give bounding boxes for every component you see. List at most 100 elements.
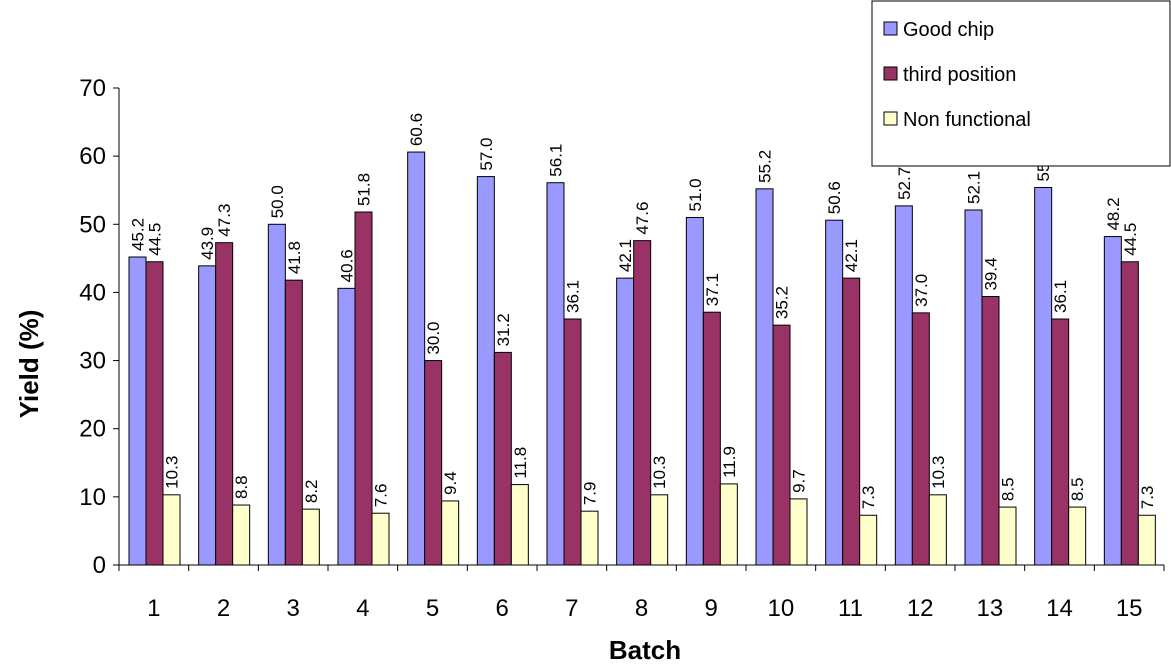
- bar-data-label: 37.0: [912, 274, 931, 307]
- bar-data-label: 50.6: [825, 181, 844, 214]
- legend-swatch: [883, 21, 898, 36]
- bar-data-label: 37.1: [703, 273, 722, 306]
- bar-data-label: 42.1: [842, 239, 861, 272]
- legend-box: [871, 0, 1171, 167]
- x-tick-label: 9: [704, 595, 717, 622]
- bar-data-label: 31.2: [494, 313, 513, 346]
- bar: [407, 151, 426, 566]
- bar: [981, 296, 1000, 566]
- bar-data-label: 44.5: [1121, 223, 1140, 256]
- bar-data-label: 60.6: [407, 113, 426, 146]
- bar: [493, 351, 512, 566]
- x-tick-label: 15: [1116, 595, 1143, 622]
- bar: [1120, 261, 1139, 566]
- bar-data-label: 7.3: [1138, 486, 1157, 510]
- bar-data-label: 47.6: [633, 202, 652, 235]
- bar: [928, 494, 947, 566]
- bar: [546, 182, 565, 566]
- legend-label: Good chip: [903, 19, 994, 41]
- bar-data-label: 40.6: [338, 249, 357, 282]
- bar-data-label: 42.1: [616, 239, 635, 272]
- x-tick-label: 11: [838, 595, 863, 622]
- bar: [702, 311, 721, 566]
- bar: [825, 219, 844, 566]
- bar: [162, 494, 181, 566]
- bar: [650, 494, 669, 566]
- bar-data-label: 36.1: [564, 280, 583, 313]
- bars: [128, 151, 1156, 566]
- legend-label: Non functional: [903, 109, 1031, 131]
- bar-data-label: 10.3: [929, 456, 948, 489]
- bar: [145, 261, 164, 566]
- bar-data-label: 8.5: [999, 477, 1018, 501]
- bar: [964, 209, 983, 566]
- x-tick-label: 5: [426, 595, 439, 622]
- bar: [441, 500, 460, 566]
- bar-data-label: 48.2: [1104, 197, 1123, 230]
- bar: [616, 277, 635, 566]
- bar: [580, 510, 599, 566]
- bar-data-label: 55.2: [756, 150, 775, 183]
- bar: [755, 188, 774, 566]
- y-tick-label: 40: [79, 279, 106, 306]
- bar: [789, 498, 808, 566]
- bar-data-labels: 45.244.510.343.947.38.850.041.88.240.651…: [129, 113, 1157, 509]
- bar-data-label: 35.2: [773, 286, 792, 319]
- bar-data-label: 8.8: [232, 475, 251, 499]
- bar-data-label: 10.3: [650, 456, 669, 489]
- bar-data-label: 11.9: [720, 446, 739, 478]
- y-tick-label: 30: [79, 348, 106, 375]
- bar: [232, 504, 251, 566]
- bar: [859, 514, 878, 566]
- bar-data-label: 47.3: [215, 204, 234, 237]
- bar: [772, 324, 791, 566]
- bar-data-label: 10.3: [163, 456, 182, 489]
- bar-data-label: 9.4: [441, 471, 460, 495]
- x-tick-label: 10: [767, 595, 794, 622]
- y-tick-label: 0: [93, 552, 106, 579]
- x-axis-title: Batch: [609, 635, 681, 665]
- bar: [354, 211, 373, 566]
- bar: [894, 205, 913, 566]
- bar-data-label: 8.2: [302, 479, 321, 503]
- bar: [911, 312, 930, 566]
- x-tick-label: 13: [976, 595, 1003, 622]
- bar-data-label: 41.8: [285, 241, 304, 274]
- bar-data-label: 52.1: [965, 171, 984, 204]
- bar: [198, 265, 217, 566]
- bar: [371, 512, 390, 566]
- bar: [1103, 236, 1122, 566]
- bar: [337, 287, 356, 566]
- x-tick-label: 14: [1046, 595, 1073, 622]
- bar-data-label: 11.8: [511, 447, 530, 479]
- x-tick-label: 1: [147, 595, 160, 622]
- bar-data-label: 51.0: [686, 178, 705, 211]
- bar: [301, 508, 320, 566]
- x-tick-label: 4: [356, 595, 369, 622]
- bar-data-label: 57.0: [477, 137, 496, 170]
- legend-swatch: [883, 111, 898, 126]
- bar: [685, 216, 704, 566]
- bar-data-label: 43.9: [198, 227, 217, 260]
- bar: [476, 176, 495, 566]
- bar-data-label: 52.7: [895, 167, 914, 200]
- y-tick-label: 50: [79, 211, 106, 238]
- bar-data-label: 9.7: [790, 469, 809, 493]
- x-tick-label: 2: [217, 595, 230, 622]
- bar-data-label: 7.3: [859, 486, 878, 510]
- x-tick-label: 8: [635, 595, 648, 622]
- bar-data-label: 51.8: [355, 173, 374, 206]
- bar-data-label: 39.4: [982, 257, 1001, 290]
- legend-swatch: [883, 66, 898, 81]
- bar-data-label: 7.9: [581, 482, 600, 506]
- bar: [1068, 506, 1087, 566]
- bar: [267, 223, 286, 566]
- bar: [1034, 186, 1053, 566]
- x-tick-label: 3: [286, 595, 299, 622]
- bar: [633, 240, 652, 566]
- bar: [998, 506, 1017, 566]
- y-tick-label: 60: [79, 143, 106, 170]
- bar-data-label: 36.1: [1051, 280, 1070, 313]
